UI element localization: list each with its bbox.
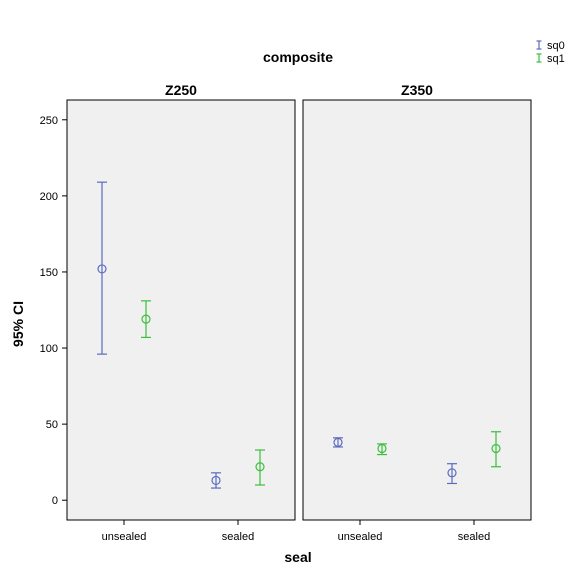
- mean-marker: [491, 443, 501, 454]
- chart-title: composite: [263, 49, 333, 65]
- panel-plot-area: [66, 99, 296, 521]
- y-tick-label: 200: [40, 191, 58, 203]
- y-axis: 0 50 100 150 200 250: [40, 100, 68, 520]
- y-tick-label: 100: [40, 343, 58, 355]
- y-tick-label: 0: [52, 495, 58, 507]
- error-bar-sq1-unsealed: [377, 443, 387, 456]
- mean-marker: [377, 443, 387, 454]
- mean-marker: [333, 437, 343, 447]
- error-bar-sq1-unsealed: [141, 300, 151, 338]
- y-tick-label: 250: [40, 115, 58, 127]
- x-tick-label: unsealed: [102, 531, 147, 543]
- panels: Z250 unsealed sealed Z350 unsealed sealed: [66, 82, 532, 543]
- x-tick-label: unsealed: [338, 531, 383, 543]
- x-axis-label: seal: [284, 549, 311, 565]
- panel-title-strip: [67, 82, 295, 100]
- error-bar-sq0-unsealed: [333, 437, 343, 448]
- mean-marker: [97, 264, 107, 274]
- y-axis-label: 95% CI: [10, 301, 26, 347]
- error-bar-sq1-sealed: [491, 431, 501, 468]
- panel-title: Z250: [165, 82, 197, 98]
- mean-marker: [447, 468, 457, 478]
- y-tick-label: 150: [40, 267, 58, 279]
- x-tick-label: sealed: [222, 531, 254, 543]
- mean-marker: [255, 462, 265, 472]
- error-bar-sq0-sealed: [447, 463, 457, 485]
- panel-z350: Z350 unsealed sealed: [302, 82, 532, 543]
- error-bar-sq0-unsealed: [97, 181, 107, 355]
- panel-title-strip: [303, 82, 531, 100]
- panel-title: Z350: [401, 82, 433, 98]
- mean-marker: [211, 475, 221, 486]
- panel-z250: Z250 unsealed sealed: [66, 82, 296, 543]
- panel-plot-area: [302, 99, 532, 521]
- legend-entry-sq0: sq0: [536, 40, 565, 52]
- legend-label: sq0: [547, 40, 565, 52]
- legend-entry-sq1: sq1: [536, 53, 565, 65]
- x-tick-label: sealed: [458, 531, 490, 543]
- legend-label: sq1: [547, 53, 565, 65]
- mean-marker: [141, 314, 151, 324]
- error-bar-sq1-sealed: [255, 449, 265, 486]
- error-bar-sq0-sealed: [211, 472, 221, 489]
- y-tick-label: 50: [46, 419, 58, 431]
